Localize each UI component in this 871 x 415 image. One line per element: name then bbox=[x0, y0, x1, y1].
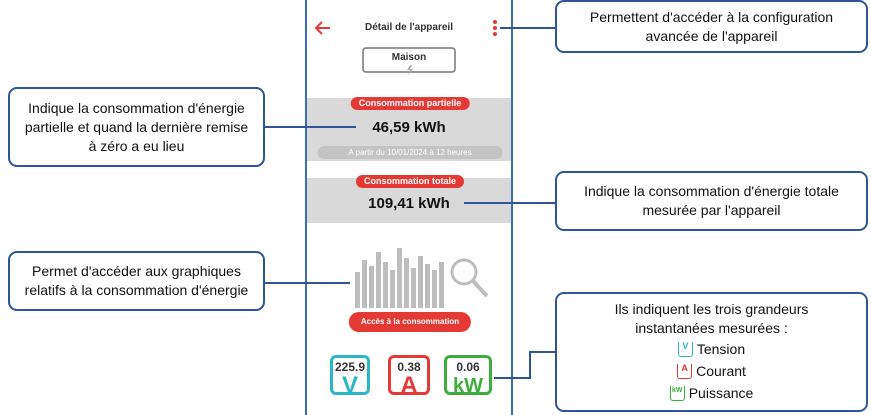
callout: Permet d'accéder aux graphiques relatifs… bbox=[8, 251, 265, 311]
legend-callout: Ils indiquent les trois grandeurs instan… bbox=[555, 292, 868, 412]
legend-label: Puissance bbox=[688, 384, 754, 401]
legend-icon: A bbox=[677, 363, 693, 379]
menu-button[interactable] bbox=[493, 20, 497, 36]
device-name: Maison bbox=[391, 52, 427, 63]
callout: Indique la consommation d'énergie totale… bbox=[555, 171, 868, 231]
legend-icon: V bbox=[677, 341, 693, 357]
back-arrow[interactable] bbox=[314, 21, 330, 35]
partial-since: A partir du 10/01/2024 à 12 heures bbox=[317, 146, 503, 159]
legend-icon: kW bbox=[669, 385, 685, 401]
legend-label: Tension bbox=[696, 340, 746, 357]
legend-item: V Tension bbox=[677, 338, 746, 360]
screen-title: Détail de l'appareil bbox=[365, 22, 453, 33]
connector-lines bbox=[265, 27, 555, 379]
partial-value: 46,59 kWh bbox=[372, 119, 446, 136]
partial-label: Consommation partielle bbox=[350, 97, 470, 110]
device-box bbox=[362, 47, 456, 73]
legend-intro: Ils indiquent les trois grandeurs instan… bbox=[614, 301, 809, 336]
reading-value: 0.38 bbox=[397, 360, 421, 374]
total-label: Consommation totale bbox=[355, 175, 465, 188]
callout: Permettent d'accéder à la configuration … bbox=[555, 0, 868, 53]
current-reading: 0.38 A bbox=[388, 355, 430, 399]
power-reading: 0.06 kW bbox=[444, 355, 492, 397]
legend-item: A Courant bbox=[677, 360, 746, 382]
bolt-icon bbox=[407, 65, 413, 75]
reading-value: 225.9 bbox=[334, 360, 366, 374]
chart-icon[interactable] bbox=[355, 248, 489, 308]
legend-label: Courant bbox=[696, 362, 746, 379]
legend-item: kW Puissance bbox=[669, 382, 754, 404]
callout: Indique la consommation d'énergie partie… bbox=[8, 87, 265, 167]
reading-unit: V bbox=[341, 372, 358, 399]
reading-unit: kW bbox=[453, 375, 483, 397]
reading-value: 0.06 bbox=[456, 360, 480, 374]
reading-unit: A bbox=[400, 372, 418, 399]
total-value: 109,41 kWh bbox=[368, 195, 450, 212]
consumption-button[interactable]: Accès à la consommation bbox=[348, 312, 472, 332]
voltage-reading: 225.9 V bbox=[330, 355, 370, 399]
